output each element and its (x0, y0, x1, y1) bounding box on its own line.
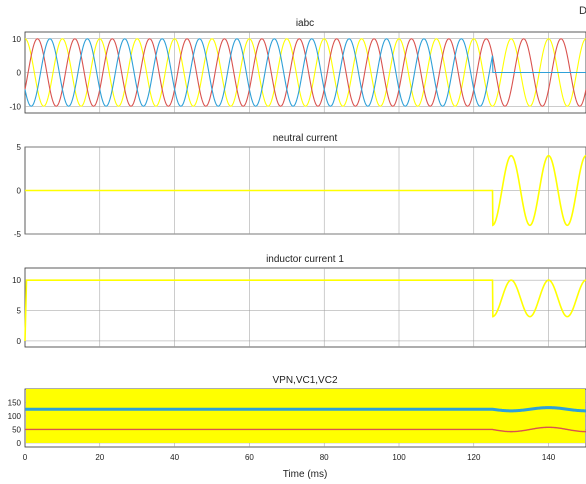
panel-title: VPN,VC1,VC2 (272, 375, 337, 386)
x-tick-label: 120 (467, 453, 481, 462)
y-tick-label: 5 (17, 307, 22, 316)
x-tick-label: 140 (542, 453, 556, 462)
y-tick-label: 0 (17, 69, 22, 78)
series-line-1 (24, 38, 586, 107)
y-tick-label: 10 (12, 276, 21, 285)
y-tick-label: 5 (17, 143, 22, 152)
x-tick-label: 80 (320, 453, 329, 462)
y-tick-label: 0 (17, 439, 22, 448)
x-tick-label: 100 (392, 453, 406, 462)
corner-mark: D (579, 5, 586, 17)
panel-2: neutral current -5 0 5 (14, 133, 586, 239)
x-tick-label: 0 (23, 453, 28, 462)
x-tick-label: 60 (245, 453, 254, 462)
panel-3: inductor current 1 0 5 10 (12, 254, 586, 348)
y-tick-label: 150 (8, 398, 22, 407)
series-band-vpn (26, 389, 585, 443)
y-tick-label: -10 (9, 102, 21, 111)
y-tick-label: 50 (12, 425, 21, 434)
series-line-1 (24, 279, 586, 341)
series-line-vc1 (25, 406, 586, 413)
y-tick-label: 100 (8, 412, 22, 421)
x-tick-label: 40 (170, 453, 179, 462)
panel-title: neutral current (273, 133, 338, 144)
y-tick-label: 10 (12, 35, 21, 44)
y-tick-label: -5 (14, 230, 22, 239)
panel-title: inductor current 1 (266, 254, 344, 265)
x-axis-label: Time (ms) (283, 469, 328, 480)
panel-title: iabc (296, 18, 314, 29)
panel-4: VPN,VC1,VC2 0 50 100 150 (8, 375, 586, 448)
x-tick-label: 20 (95, 453, 104, 462)
panel-1: iabc -10 0 10 (9, 18, 586, 114)
series-line-1 (25, 154, 586, 227)
series-line-vc2 (25, 426, 586, 433)
series-line-3 (24, 38, 586, 107)
y-tick-label: 0 (17, 337, 22, 346)
y-tick-label: 0 (17, 187, 22, 196)
